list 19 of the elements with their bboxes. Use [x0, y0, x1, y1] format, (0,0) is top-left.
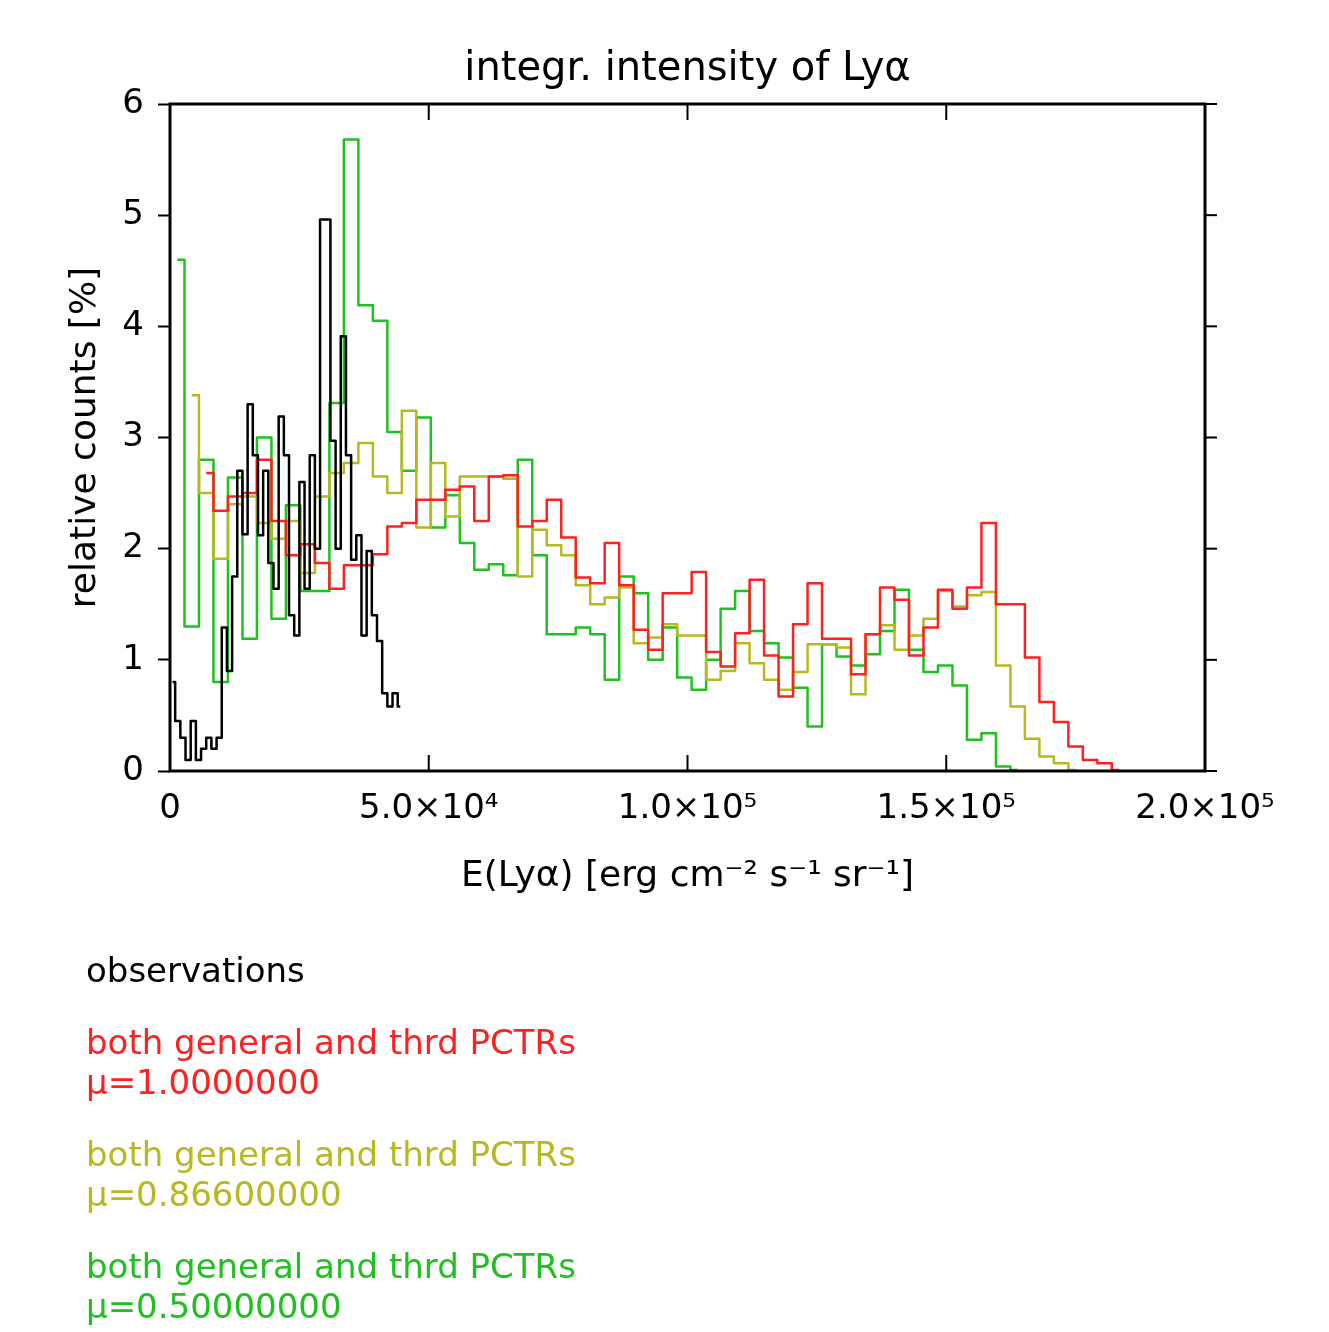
- x-tick-label: 0: [159, 786, 181, 827]
- x-axis-title: E(Lyα) [erg cm⁻² s⁻¹ sr⁻¹]: [460, 853, 915, 894]
- text: both general and thrd PCTRs μ=0.50000000: [86, 1246, 576, 1326]
- y-axis-title: relative counts [%]: [62, 266, 103, 609]
- text: both general and thrd PCTRs μ=0.86600000: [86, 1134, 576, 1214]
- y-tick-label: 3: [122, 414, 144, 455]
- y-tick-label: 6: [122, 80, 144, 121]
- x-tick-label: 1.0×10⁵: [617, 786, 758, 827]
- y-tick-label: 5: [122, 191, 144, 232]
- y-tick-label: 4: [122, 303, 144, 344]
- y-tick-label: 1: [122, 636, 144, 677]
- text: both general and thrd PCTRs μ=1.0000000: [86, 1022, 576, 1102]
- y-tick-label: 2: [122, 525, 144, 566]
- x-tick-label: 2.0×10⁵: [1135, 786, 1275, 827]
- text: observations: [86, 950, 306, 990]
- x-tick-label: 5.0×10⁴: [359, 786, 499, 827]
- chart-title: integr. intensity of Lyα: [464, 43, 911, 89]
- y-tick-label: 0: [122, 747, 144, 788]
- x-tick-label: 1.5×10⁵: [876, 786, 1016, 827]
